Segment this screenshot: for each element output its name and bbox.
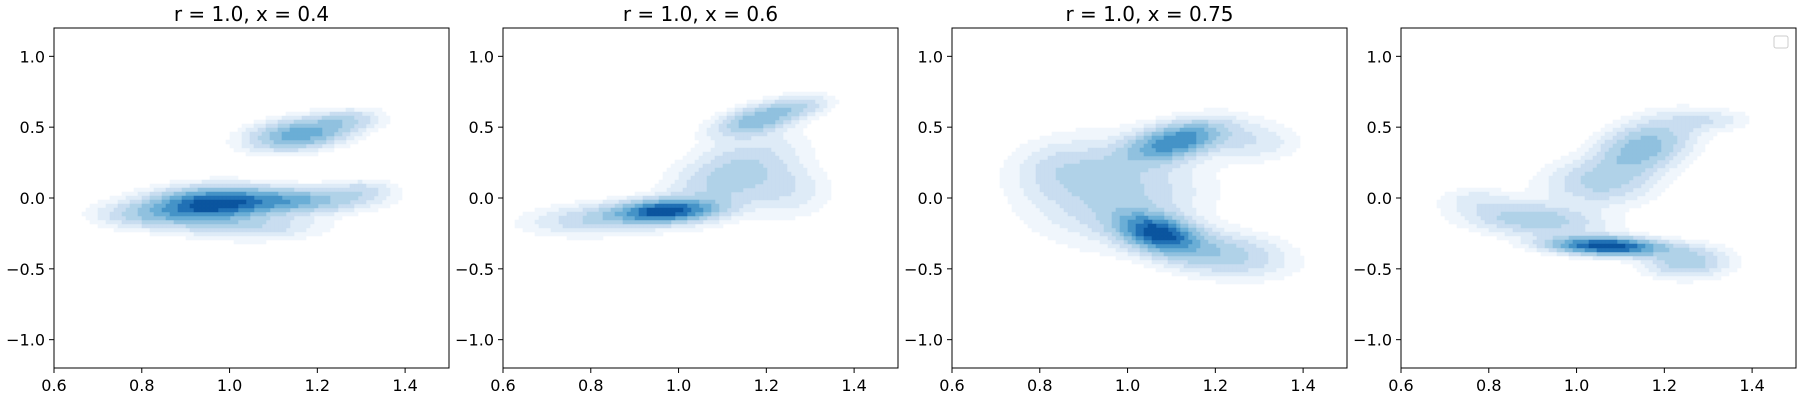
kde-panel-1: 0.6 0.8 1.0 1.2 1.4 1.0 0.5 0.0 −0.5 −1.0 r = 1.0,… — [6, 2, 450, 395]
x-tick-label: 0.6 — [1388, 376, 1413, 395]
y-tick-label: 0.0 — [918, 189, 943, 208]
y-tick-label: −1.0 — [904, 331, 943, 350]
y-tick-label: −1.0 — [1353, 331, 1392, 350]
y-tick-label: 1.0 — [918, 47, 943, 66]
density-contours — [514, 91, 840, 241]
panel-title: r = 1.0, x = 0.75 — [1065, 2, 1233, 26]
x-tick-label: 0.6 — [41, 376, 66, 395]
density-level-9 — [1143, 223, 1177, 241]
x-tick-label: 1.4 — [1290, 376, 1315, 395]
density-contours — [81, 107, 403, 245]
x-tick-label: 0.8 — [129, 376, 154, 395]
y-tick-label: 0.0 — [1367, 189, 1392, 208]
y-tick-label: 1.0 — [20, 47, 45, 66]
kde-panel-4: 0.6 0.8 1.0 1.2 1.4 1.0 0.5 0.0 −0.5 −1.0 — [1353, 27, 1797, 395]
panel-title: r = 1.0, x = 0.6 — [623, 2, 778, 26]
density-level-5 — [602, 107, 792, 225]
x-tick-label: 0.8 — [578, 376, 603, 395]
x-tick-label: 1.4 — [1739, 376, 1764, 395]
x-tick-label: 1.4 — [841, 376, 866, 395]
y-tick-label: 0.5 — [918, 118, 943, 137]
legend-box — [1773, 35, 1789, 49]
y-tick-label: 0.5 — [1367, 118, 1392, 137]
y-tick-label: −1.0 — [455, 331, 494, 350]
density-level-4 — [1496, 127, 1706, 269]
y-tick-label: 1.0 — [469, 47, 494, 66]
x-tick-label: 0.6 — [490, 376, 515, 395]
y-tick-label: 0.5 — [20, 118, 45, 137]
x-tick-label: 1.2 — [1652, 376, 1677, 395]
y-tick-label: 1.0 — [1367, 47, 1392, 66]
density-contours — [999, 107, 1305, 285]
density-contours — [1436, 103, 1750, 285]
density-level-9 — [189, 199, 247, 213]
x-tick-label: 0.8 — [1476, 376, 1501, 395]
y-tick-label: 0.0 — [20, 189, 45, 208]
x-tick-label: 0.8 — [1027, 376, 1052, 395]
kde-panel-2: 0.6 0.8 1.0 1.2 1.4 1.0 0.5 0.0 −0.5 −1.0 r = 1.0,… — [455, 2, 899, 395]
kde-panel-3: 0.6 0.8 1.0 1.2 1.4 1.0 0.5 0.0 −0.5 −1.0 r = 1.0,… — [904, 2, 1348, 395]
y-tick-label: −0.5 — [6, 260, 45, 279]
y-tick-label: −0.5 — [1353, 260, 1392, 279]
y-tick-label: 0.5 — [469, 118, 494, 137]
panel-title: r = 1.0, x = 0.4 — [174, 2, 329, 26]
x-tick-label: 1.0 — [1564, 376, 1589, 395]
y-tick-label: −0.5 — [904, 260, 943, 279]
x-tick-label: 1.4 — [392, 376, 417, 395]
x-tick-label: 0.6 — [939, 376, 964, 395]
x-tick-label: 1.0 — [666, 376, 691, 395]
y-tick-label: 0.0 — [469, 189, 494, 208]
y-tick-label: −1.0 — [6, 331, 45, 350]
density-level-9 — [646, 207, 684, 217]
x-tick-label: 1.0 — [217, 376, 242, 395]
density-level-9 — [1588, 243, 1626, 249]
x-tick-label: 1.2 — [1203, 376, 1228, 395]
x-tick-label: 1.2 — [754, 376, 779, 395]
y-tick-label: −0.5 — [455, 260, 494, 279]
x-tick-label: 1.2 — [305, 376, 330, 395]
x-tick-label: 1.0 — [1115, 376, 1140, 395]
